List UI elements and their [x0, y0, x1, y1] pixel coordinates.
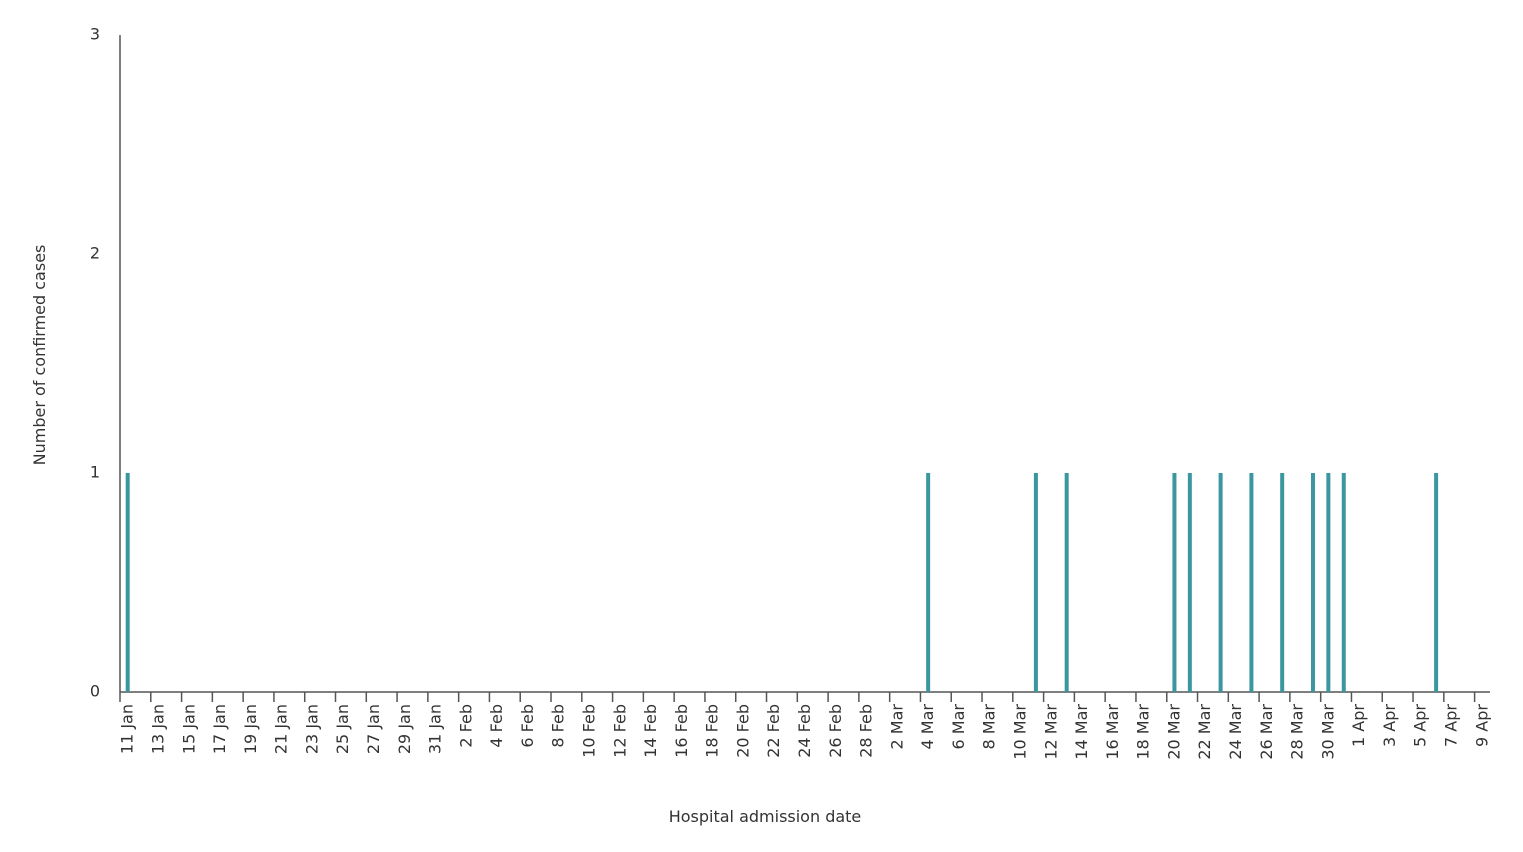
bar — [1218, 473, 1223, 692]
x-tick-label: 17 Jan — [210, 704, 229, 754]
x-tick-label: 2 Feb — [456, 704, 475, 748]
x-tick-label: 23 Jan — [302, 704, 321, 754]
bar — [1280, 473, 1285, 692]
bar — [926, 473, 931, 692]
x-tick-label: 20 Mar — [1164, 704, 1183, 760]
x-tick-label: 28 Feb — [857, 704, 876, 758]
x-tick-label: 25 Jan — [333, 704, 352, 754]
x-tick-label: 19 Jan — [241, 704, 260, 754]
x-tick-label: 14 Feb — [641, 704, 660, 758]
bar — [1434, 473, 1439, 692]
x-tick-label: 8 Feb — [549, 704, 568, 748]
x-axis-title: Hospital admission date — [669, 807, 862, 826]
x-tick-label: 14 Mar — [1072, 704, 1091, 760]
x-tick-label: 6 Feb — [518, 704, 537, 748]
x-tick-label: 12 Feb — [610, 704, 629, 758]
bar — [1326, 473, 1331, 692]
x-tick-label: 27 Jan — [364, 704, 383, 754]
x-tick-label: 3 Apr — [1380, 704, 1399, 747]
x-tick-label: 26 Feb — [826, 704, 845, 758]
x-tick-label: 12 Mar — [1041, 704, 1060, 760]
y-tick-label: 0 — [90, 682, 100, 701]
x-tick-label: 4 Mar — [918, 704, 937, 750]
x-tick-label: 8 Mar — [980, 704, 999, 750]
y-tick-label: 1 — [90, 463, 100, 482]
bar — [1249, 473, 1254, 692]
x-tick-label: 13 Jan — [148, 704, 167, 754]
x-tick-label: 15 Jan — [179, 704, 198, 754]
y-axis-title: Number of confirmed cases — [30, 245, 49, 466]
bar — [1172, 473, 1177, 692]
y-tick-label: 3 — [90, 25, 100, 44]
y-tick-label: 2 — [90, 244, 100, 263]
x-tick-label: 22 Mar — [1195, 704, 1214, 760]
x-tick-label: 21 Jan — [272, 704, 291, 754]
x-tick-label: 18 Mar — [1134, 704, 1153, 760]
x-tick-label: 11 Jan — [118, 704, 137, 754]
x-tick-label: 1 Apr — [1349, 704, 1368, 747]
bar — [1187, 473, 1192, 692]
x-tick-label: 24 Mar — [1226, 704, 1245, 760]
x-tick-label: 16 Mar — [1103, 704, 1122, 760]
bar — [125, 473, 130, 692]
x-tick-label: 28 Mar — [1288, 704, 1307, 760]
bar — [1341, 473, 1346, 692]
x-tick-label: 4 Feb — [487, 704, 506, 748]
x-tick-label: 5 Apr — [1411, 704, 1430, 747]
x-tick-label: 9 Apr — [1472, 704, 1491, 747]
x-tick-label: 26 Mar — [1257, 704, 1276, 760]
bar — [1033, 473, 1038, 692]
x-tick-label: 10 Feb — [579, 704, 598, 758]
x-tick-label: 6 Mar — [949, 704, 968, 750]
x-tick-label: 20 Feb — [733, 704, 752, 758]
x-tick-label: 10 Mar — [1011, 704, 1030, 760]
x-tick-label: 29 Jan — [395, 704, 414, 754]
x-tick-label: 24 Feb — [795, 704, 814, 758]
bar — [1064, 473, 1069, 692]
x-tick-label: 31 Jan — [426, 704, 445, 754]
x-tick-label: 2 Mar — [887, 704, 906, 750]
x-tick-label: 30 Mar — [1318, 704, 1337, 760]
bar — [1310, 473, 1315, 692]
x-tick-label: 22 Feb — [764, 704, 783, 758]
x-tick-label: 16 Feb — [672, 704, 691, 758]
x-tick-label: 18 Feb — [703, 704, 722, 758]
x-tick-label: 7 Apr — [1442, 704, 1461, 747]
